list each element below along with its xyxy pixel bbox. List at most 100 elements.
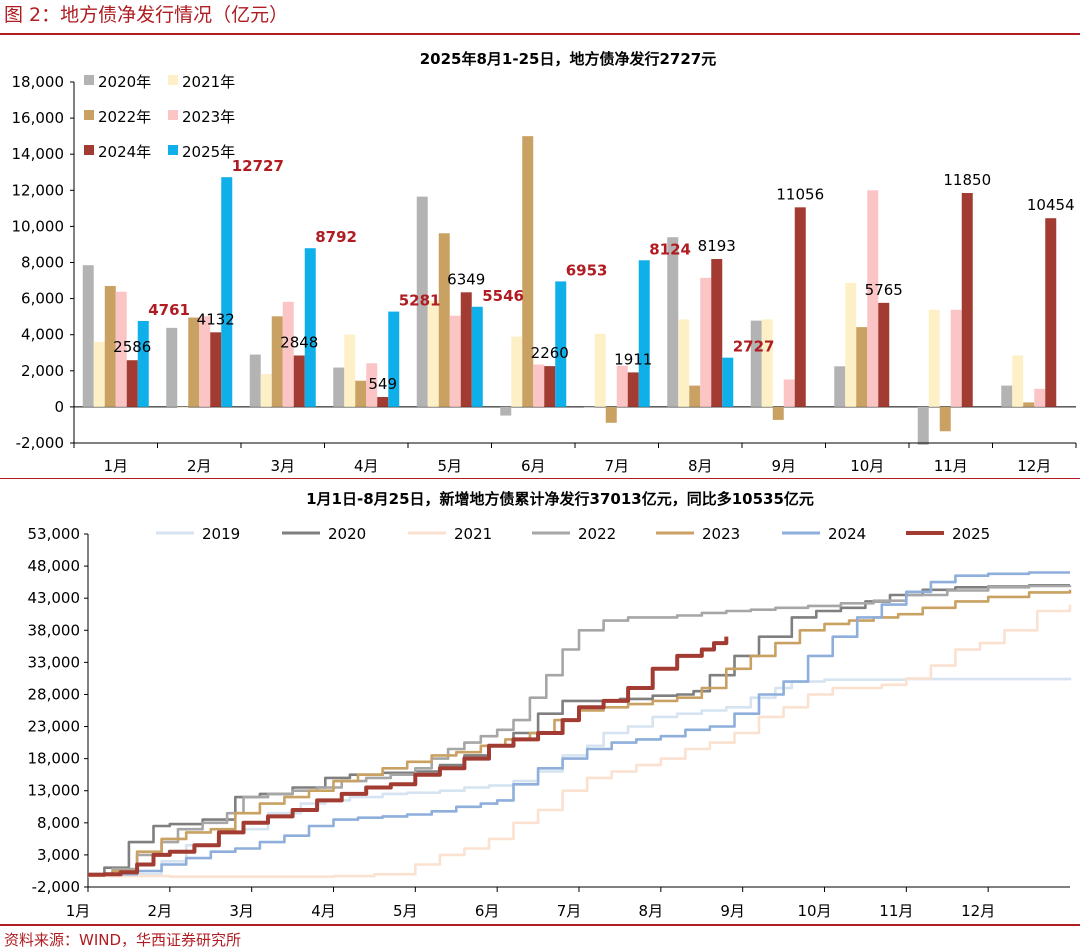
bar <box>460 292 472 407</box>
bar <box>333 367 345 407</box>
bar-legend-item: 2024年 <box>84 143 151 161</box>
bar <box>260 374 272 407</box>
bar <box>950 309 962 407</box>
legend-swatch <box>168 75 178 85</box>
bar <box>449 315 461 407</box>
bar <box>689 385 701 407</box>
line-x-tick-label: 3月 <box>229 902 254 920</box>
line-legend-item: 2021 <box>408 525 492 543</box>
bar <box>1023 402 1035 407</box>
line-series-2023 <box>88 589 1072 876</box>
bar <box>544 366 556 407</box>
bar <box>344 334 356 407</box>
bar <box>555 281 567 407</box>
bar-data-label: 10454 <box>1027 196 1075 214</box>
bar-x-tick-label: 7月 <box>604 457 629 475</box>
bar <box>533 364 545 407</box>
section-divider <box>0 478 1080 479</box>
bar <box>282 301 294 407</box>
bar-y-tick-label: 6,000 <box>21 290 64 308</box>
bar-data-label: 5281 <box>399 292 441 310</box>
line-legend-item: 2022 <box>532 525 616 543</box>
line-x-tick-label: 7月 <box>557 902 582 920</box>
bar <box>722 357 734 407</box>
bar <box>794 207 806 407</box>
line-x-tick-label: 4月 <box>311 902 336 920</box>
bar-chart-title: 2025年8月1-25日，地方债净发行2727元 <box>420 50 716 68</box>
bar-y-tick-label: -2,000 <box>16 434 64 452</box>
legend-label: 2025 <box>952 525 990 543</box>
line-legend-item: 2024 <box>782 525 866 543</box>
bar-y-tick-label: 12,000 <box>12 181 65 199</box>
bar-data-label: 2260 <box>531 344 569 362</box>
line-x-tick-label: 11月 <box>879 902 913 920</box>
bar-data-label: 8193 <box>698 237 736 255</box>
bar-y-tick-label: 14,000 <box>12 145 65 163</box>
line-y-tick-label: 48,000 <box>28 557 81 575</box>
bar-chart: 2025年8月1-25日，地方债净发行2727元 -2,000 0 2,000 4,0… <box>12 50 1077 475</box>
bar <box>678 319 690 407</box>
legend-label: 2023 <box>702 525 740 543</box>
line-y-tick-label: -2,000 <box>32 878 80 896</box>
bar <box>416 196 428 407</box>
legend-swatch <box>84 110 94 120</box>
bar <box>638 260 650 407</box>
line-y-tick-label: 23,000 <box>28 718 81 736</box>
bar-data-label: 4132 <box>197 310 235 328</box>
line-x-tick-label: 12月 <box>961 902 995 920</box>
bar <box>1001 385 1013 407</box>
legend-swatch <box>168 145 178 155</box>
legend-label: 2025年 <box>182 143 235 161</box>
line-series-2025 <box>88 636 729 877</box>
bar <box>605 406 617 423</box>
top-rule <box>0 33 1080 35</box>
bar <box>115 291 127 407</box>
line-series-2020 <box>88 584 1070 876</box>
line-x-tick-label: 5月 <box>393 902 418 920</box>
bar-data-label: 12727 <box>232 157 284 175</box>
bar <box>594 333 606 407</box>
legend-swatch <box>84 145 94 155</box>
bar-x-tick-label: 3月 <box>270 457 295 475</box>
bar-x-tick-label: 5月 <box>437 457 462 475</box>
line-y-tick-label: 28,000 <box>28 685 81 703</box>
line-y-tick-label: 8,000 <box>37 814 80 832</box>
bar <box>210 332 222 407</box>
line-legend-item: 2019 <box>156 525 240 543</box>
legend-label: 2021年 <box>182 73 235 91</box>
bar-x-tick-label: 6月 <box>521 457 546 475</box>
bar <box>939 406 951 432</box>
bar <box>293 355 305 407</box>
bar <box>126 360 138 407</box>
line-series-2022 <box>88 584 1072 876</box>
line-x-tick-label: 9月 <box>720 902 745 920</box>
bar-x-tick-label: 4月 <box>354 457 379 475</box>
bar <box>377 396 389 407</box>
line-x-tick-label: 6月 <box>475 902 500 920</box>
bar-data-label: 6953 <box>566 261 608 279</box>
bar <box>471 306 483 407</box>
line-legend-item: 2023 <box>656 525 740 543</box>
bar-legend-item: 2022年 <box>84 108 151 126</box>
line-x-tick-label: 2月 <box>148 902 173 920</box>
bar <box>761 319 773 407</box>
bar <box>583 406 595 408</box>
legend-swatch <box>168 110 178 120</box>
bar-y-tick-label: 2,000 <box>21 362 64 380</box>
bar <box>750 320 762 407</box>
line-y-tick-label: 38,000 <box>28 621 81 639</box>
bar-x-tick-label: 8月 <box>688 457 713 475</box>
bottom-rule <box>0 924 1080 926</box>
bar-data-label: 8124 <box>649 240 691 258</box>
bar <box>137 320 149 407</box>
bar-y-tick-label: 4,000 <box>21 326 64 344</box>
bar-y-tick-label: 10,000 <box>12 217 65 235</box>
line-legend-item: 2025 <box>906 525 990 543</box>
bar-data-label: 5546 <box>482 287 524 305</box>
line-y-tick-label: 53,000 <box>28 525 81 543</box>
bar-data-label: 549 <box>368 375 397 393</box>
bar-data-label: 11850 <box>943 171 991 189</box>
source-note: 资料来源：WIND，华西证券研究所 <box>4 931 242 949</box>
figure-title: 图 2：地方债净发行情况（亿元） <box>4 4 289 26</box>
line-series-2024 <box>88 571 1070 876</box>
